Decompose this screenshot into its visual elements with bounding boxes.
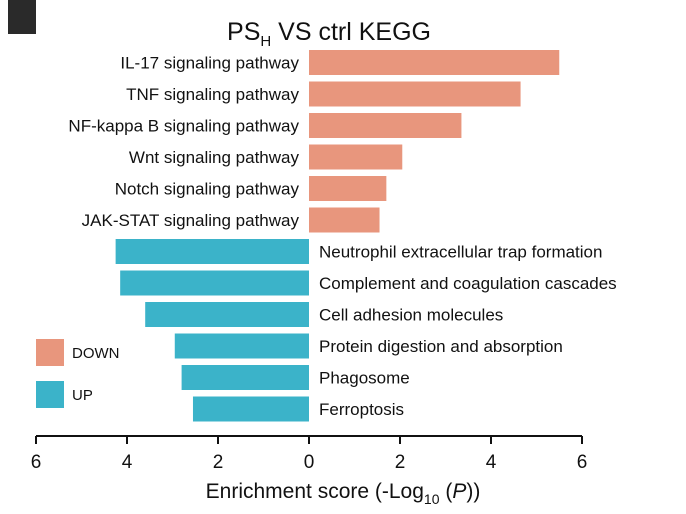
category-label: Cell adhesion molecules xyxy=(319,306,503,325)
category-label: IL-17 signaling pathway xyxy=(120,54,299,73)
bar-up-1 xyxy=(120,270,309,296)
x-tick-label: 6 xyxy=(31,452,42,473)
bar-up-3 xyxy=(174,333,309,359)
chart-title: PSH VS ctrl KEGG xyxy=(227,18,431,50)
bars-group xyxy=(115,50,560,422)
bar-down-5 xyxy=(309,207,380,233)
bar-down-1 xyxy=(309,81,521,107)
category-label: Neutrophil extracellular trap formation xyxy=(319,243,602,262)
bar-down-3 xyxy=(309,144,403,170)
category-label: Ferroptosis xyxy=(319,400,404,419)
corner-block xyxy=(8,0,36,34)
legend: DOWN UP xyxy=(36,339,120,408)
legend-swatch-down xyxy=(36,339,64,366)
bar-down-2 xyxy=(309,113,462,138)
x-ticks-group: 6 4 2 0 2 4 6 xyxy=(31,436,588,473)
category-label: NF-kappa B signaling pathway xyxy=(68,117,299,136)
bar-up-2 xyxy=(145,302,309,327)
x-tick-label: 4 xyxy=(122,452,133,473)
legend-label-up: UP xyxy=(72,387,93,404)
x-tick-label: 4 xyxy=(486,452,497,473)
x-axis-label: Enrichment score (-Log10 (P)) xyxy=(206,480,481,507)
x-tick-label: 2 xyxy=(395,452,406,473)
legend-swatch-up xyxy=(36,381,64,408)
category-label: TNF signaling pathway xyxy=(126,85,299,104)
category-labels-group: IL-17 signaling pathway TNF signaling pat… xyxy=(68,54,616,420)
category-label: Phagosome xyxy=(319,369,410,388)
x-tick-label: 2 xyxy=(213,452,224,473)
category-label: Protein digestion and absorption xyxy=(319,337,563,356)
legend-label-down: DOWN xyxy=(72,345,120,362)
x-tick-label: 6 xyxy=(577,452,588,473)
category-label: Wnt signaling pathway xyxy=(129,148,300,167)
x-tick-label: 0 xyxy=(304,452,315,473)
bar-down-0 xyxy=(309,50,560,75)
category-label: Complement and coagulation cascades xyxy=(319,274,617,293)
bar-up-0 xyxy=(115,239,309,264)
category-label: JAK-STAT signaling pathway xyxy=(82,211,300,230)
bar-down-4 xyxy=(309,176,387,201)
bar-up-5 xyxy=(192,396,309,422)
category-label: Notch signaling pathway xyxy=(115,180,300,199)
bar-up-4 xyxy=(181,365,309,390)
